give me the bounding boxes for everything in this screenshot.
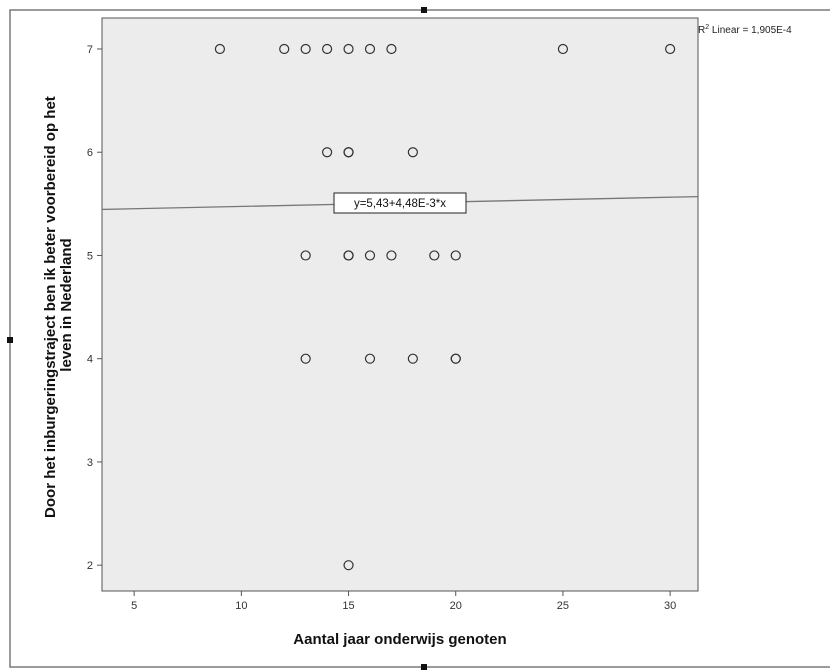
- data-point: [364, 250, 376, 261]
- x-axis-ticks: 5 10 15 20 25 30: [131, 591, 676, 612]
- data-point: [407, 353, 418, 364]
- data-point: [322, 43, 333, 55]
- r2-rest: Linear = 1,905E-4: [709, 25, 792, 36]
- data-point: [407, 147, 418, 158]
- data-point: [300, 353, 311, 364]
- data-point: [364, 353, 376, 364]
- plot-area: [101, 17, 699, 592]
- data-point: [343, 250, 354, 261]
- y-axis-title-line-2: leven in Nederland: [58, 238, 75, 371]
- data-points: [214, 43, 676, 571]
- data-point: [343, 43, 354, 55]
- equation-text: y=5,43+4,48E-3*x: [354, 198, 446, 210]
- data-point: [300, 250, 311, 261]
- selection-frame: [7, 7, 830, 670]
- x-tick-label: 20: [450, 600, 462, 612]
- y-tick-label: 4: [87, 354, 93, 366]
- y-axis-title: Door het inburgeringstraject ben ik bete…: [42, 92, 75, 518]
- equation-box: [333, 192, 467, 214]
- frame-handle-left[interactable]: [7, 337, 13, 343]
- x-tick-label: 30: [664, 600, 676, 612]
- data-point: [386, 43, 397, 55]
- data-point: [450, 353, 461, 364]
- frame-handle-bottom[interactable]: [421, 664, 427, 670]
- data-point: [343, 147, 354, 158]
- data-point: [214, 43, 226, 55]
- x-tick-label: 5: [131, 600, 137, 612]
- y-tick-label: 5: [87, 250, 93, 262]
- frame-handle-top[interactable]: [421, 7, 427, 13]
- x-axis-title: Aantal jaar onderwijs genoten: [293, 631, 506, 648]
- data-point: [364, 43, 376, 55]
- data-point: [279, 43, 290, 55]
- y-tick-label: 7: [87, 44, 93, 56]
- y-axis-ticks: 2 3 4 5 6 7: [87, 44, 102, 572]
- equation-label: y=5,43+4,48E-3*x: [333, 192, 467, 214]
- y-axis-title-line-1: Door het inburgeringstraject ben ik bete…: [42, 96, 59, 518]
- r2-label: R2 Linear = 1,905E-4: [698, 24, 792, 36]
- data-point: [386, 250, 397, 261]
- data-point: [343, 560, 354, 571]
- x-tick-label: 10: [235, 600, 247, 612]
- r2-superscript: 2: [705, 24, 709, 31]
- data-point: [665, 43, 676, 55]
- data-point: [557, 43, 569, 55]
- y-tick-label: 6: [87, 147, 93, 159]
- data-point: [322, 147, 333, 158]
- x-tick-label: 25: [557, 600, 569, 612]
- r2-prefix: R: [698, 25, 705, 36]
- x-tick-label: 15: [342, 600, 354, 612]
- y-tick-label: 3: [87, 457, 93, 469]
- data-point: [450, 250, 461, 261]
- data-point: [300, 43, 311, 55]
- y-tick-label: 2: [87, 560, 93, 572]
- data-point: [429, 250, 440, 261]
